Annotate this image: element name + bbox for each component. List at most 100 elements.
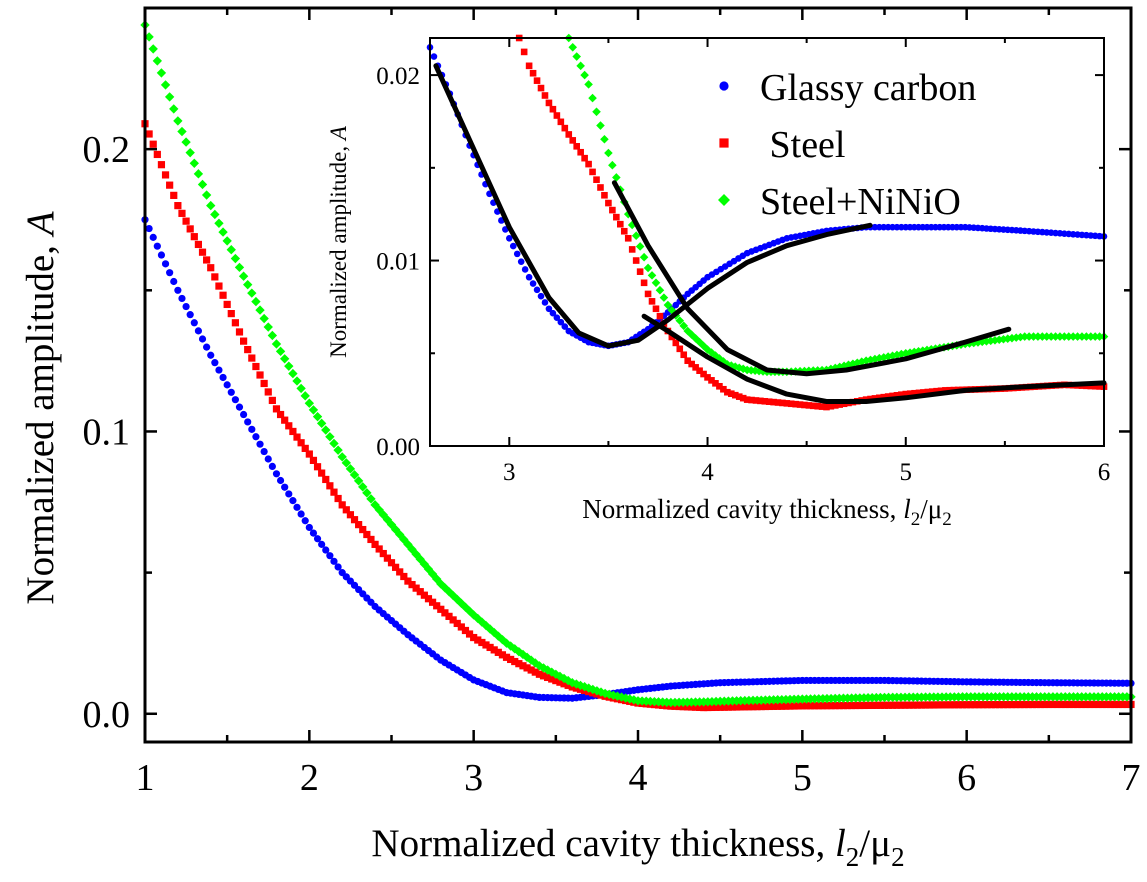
data-point: [926, 701, 934, 709]
data-point: [477, 617, 487, 627]
x-tick-label: 6: [957, 757, 976, 799]
data-point: [501, 638, 512, 648]
data-point: [1028, 700, 1036, 709]
data-point: [489, 627, 499, 638]
data-point: [739, 394, 747, 402]
data-point: [161, 171, 170, 179]
data-point: [885, 701, 893, 709]
data-point: [215, 282, 223, 290]
data-point: [700, 703, 708, 712]
data-point: [920, 389, 927, 396]
data-point: [363, 530, 371, 539]
x-tick-label: 5: [793, 757, 812, 799]
data-point: [597, 184, 604, 191]
data-point: [592, 686, 602, 696]
data-point: [553, 112, 561, 119]
data-point: [620, 693, 631, 703]
data-point: [987, 701, 995, 709]
data-point: [223, 381, 231, 389]
data-point: [815, 702, 823, 710]
data-point: [617, 220, 624, 228]
data-point: [897, 701, 905, 709]
data-point: [1042, 332, 1052, 341]
data-point: [292, 376, 302, 386]
data-point: [716, 703, 724, 711]
data-point: [342, 506, 350, 514]
fit-line: [433, 63, 873, 349]
data-point: [580, 70, 589, 80]
data-point: [915, 389, 923, 397]
data-point: [297, 510, 305, 518]
data-point: [573, 143, 580, 150]
data-point: [735, 393, 743, 400]
data-point: [1053, 700, 1061, 709]
data-point: [190, 319, 198, 327]
data-point: [321, 425, 331, 435]
data-point: [227, 309, 235, 318]
data-point: [153, 242, 161, 250]
data-point: [337, 452, 347, 462]
data-point: [182, 302, 190, 311]
data-point: [465, 630, 474, 638]
data-point: [577, 148, 584, 156]
data-point: [906, 390, 914, 397]
data-point: [375, 545, 383, 553]
data-point: [884, 393, 892, 400]
data-point: [170, 191, 178, 199]
data-point: [652, 305, 660, 313]
data-point: [201, 190, 212, 200]
data-point: [712, 703, 720, 711]
data-point: [753, 703, 761, 711]
data-point: [289, 497, 297, 505]
data-point: [268, 396, 276, 405]
data-point: [632, 257, 640, 264]
data-point: [946, 701, 954, 709]
data-point: [505, 234, 513, 242]
data-point: [893, 392, 901, 399]
data-point: [533, 286, 541, 294]
data-point: [823, 403, 830, 411]
data-point: [507, 655, 515, 664]
data-point: [811, 702, 819, 710]
data-point: [704, 374, 711, 381]
data-point: [1094, 700, 1102, 709]
data-point: [338, 501, 346, 509]
data-point: [551, 669, 561, 679]
data-point: [716, 382, 723, 390]
data-point: [958, 701, 967, 709]
data-point: [293, 503, 301, 511]
data-point: [309, 456, 318, 464]
data-point: [1123, 700, 1131, 709]
data-point: [416, 588, 424, 596]
data-point: [474, 636, 482, 644]
data-point: [341, 458, 351, 468]
data-point: [644, 290, 652, 298]
data-point: [1033, 332, 1043, 341]
data-point: [1077, 332, 1087, 341]
data-point: [219, 373, 227, 382]
data-point: [909, 701, 917, 709]
data-point: [525, 273, 533, 281]
data-point: [490, 646, 498, 654]
data-point: [1091, 382, 1099, 390]
data-point: [366, 494, 376, 504]
fit-line: [641, 313, 1107, 404]
data-point: [541, 299, 549, 306]
inset-y-tick-label: 0.00: [376, 434, 420, 461]
data-point: [244, 418, 252, 426]
data-point: [796, 401, 804, 408]
data-point: [963, 701, 971, 709]
data-point: [787, 400, 795, 408]
data-point: [569, 137, 577, 144]
data-point: [313, 463, 322, 471]
data-point: [383, 554, 391, 562]
data-point: [514, 646, 524, 657]
data-point: [572, 52, 581, 61]
data-point: [783, 400, 791, 407]
data-point: [769, 702, 778, 710]
data-point: [1020, 700, 1028, 709]
data-point: [248, 354, 256, 362]
data-point: [1087, 382, 1095, 390]
data-point: [264, 455, 272, 463]
inset-x-tick-label: 4: [701, 459, 714, 486]
